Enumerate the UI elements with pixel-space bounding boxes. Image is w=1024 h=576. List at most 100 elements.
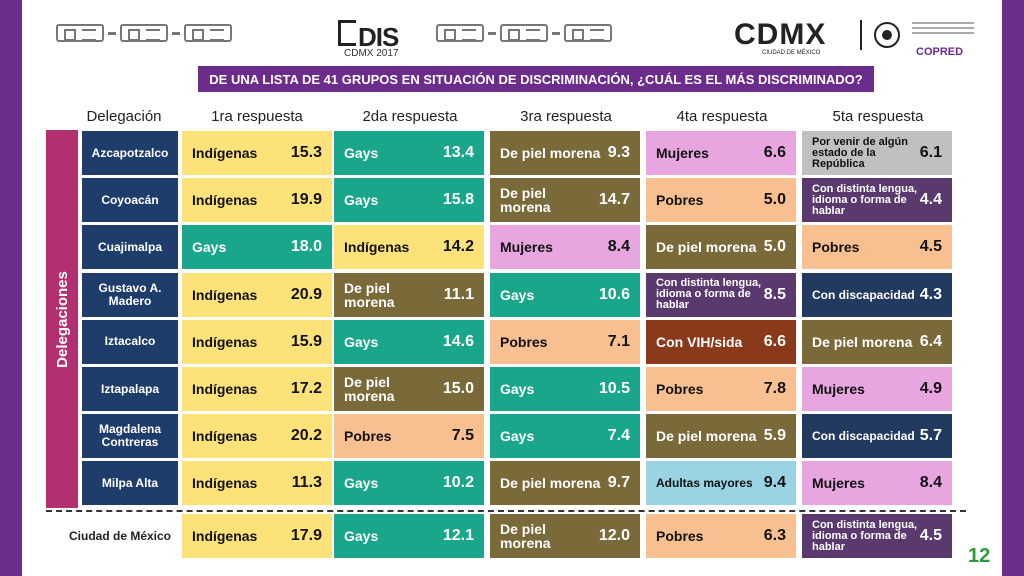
group-label: Gays <box>192 239 227 256</box>
group-label: Mujeres <box>656 145 709 161</box>
response-cell: De piel morena 12.0 <box>490 514 640 558</box>
delegacion-name: Iztacalco <box>82 319 178 364</box>
response-cell: De piel morena 9.7 <box>490 461 640 506</box>
response-cell: De piel morena 5.0 <box>646 225 796 270</box>
group-label: Con distinta lengua, idioma o forma de h… <box>656 277 762 312</box>
delegacion-name: Milpa Alta <box>82 461 178 506</box>
group-label: Indígenas <box>192 192 258 209</box>
response-cell: Mujeres 8.4 <box>802 461 952 506</box>
group-label: Con distinta lengua, idioma o forma de h… <box>812 518 918 553</box>
delegacion-name: Cuajimalpa <box>82 225 178 270</box>
page-number: 12 <box>968 545 991 567</box>
group-label: Mujeres <box>500 239 553 256</box>
group-label: Gays <box>500 381 535 397</box>
group-label: Gays <box>344 333 379 350</box>
response-cell: De piel morena 5.9 <box>646 414 796 459</box>
group-label: Pobres <box>656 528 704 544</box>
percentage-value: 11.1 <box>443 285 474 303</box>
group-label: Con VIH/sida <box>656 333 743 350</box>
group-label: Indígenas <box>192 333 258 350</box>
percentage-value: 12.1 <box>442 527 474 544</box>
copred-logo: COPRED <box>916 46 964 58</box>
group-label: De piel morena <box>656 428 757 445</box>
response-cell: Mujeres 8.4 <box>490 225 640 270</box>
percentage-value: 19.9 <box>290 191 322 209</box>
percentage-value: 6.3 <box>763 527 786 544</box>
response-cell: Gays 10.6 <box>490 272 640 317</box>
percentage-value: 7.4 <box>607 427 630 445</box>
percentage-value: 20.2 <box>290 427 322 445</box>
group-label: Gays <box>344 528 379 544</box>
response-cell: Indígenas 15.3 <box>182 131 332 175</box>
group-label: De piel morena <box>500 521 551 551</box>
percentage-value: 7.5 <box>451 427 474 445</box>
response-cell: Indígenas 20.9 <box>182 272 332 317</box>
cdmx-subtitle: CIUDAD DE MÉXICO <box>762 50 821 56</box>
percentage-value: 8.4 <box>919 474 942 492</box>
group-label: Pobres <box>656 192 704 209</box>
dis-logo: DIS CDMX 2017 <box>338 18 412 59</box>
response-cell: Mujeres 4.9 <box>802 367 952 411</box>
percentage-value: 4.9 <box>919 380 942 397</box>
group-label: Gays <box>500 286 535 303</box>
delegacion-name: Gustavo A. Madero <box>82 272 178 317</box>
response-cell: Indígenas 17.2 <box>182 367 332 411</box>
response-cell: Gays 15.8 <box>334 178 484 223</box>
percentage-value: 14.6 <box>442 332 474 350</box>
group-label: Pobres <box>500 333 548 350</box>
response-cell: Pobres 7.5 <box>334 414 484 459</box>
response-cell: De piel morena 15.0 <box>334 367 484 411</box>
response-cell: Indígenas 19.9 <box>182 178 332 223</box>
delegacion-name: Azcapotzalco <box>82 131 178 175</box>
percentage-value: 8.4 <box>607 238 630 256</box>
percentage-value: 9.3 <box>607 144 630 161</box>
group-label: Indígenas <box>192 428 258 445</box>
response-cell: Con distinta lengua, idioma o forma de h… <box>802 178 952 223</box>
percentage-value: 6.4 <box>919 332 942 350</box>
percentage-value: 11.3 <box>291 474 322 492</box>
response-cell: De piel morena 6.4 <box>802 319 952 364</box>
group-label: Gays <box>344 192 379 209</box>
percentage-value: 15.9 <box>290 332 322 350</box>
group-label: De piel morena <box>500 185 551 216</box>
percentage-value: 4.5 <box>919 527 942 544</box>
response-cell: De piel morena 9.3 <box>490 131 640 175</box>
response-cell: Pobres 4.5 <box>802 225 952 270</box>
table-divider <box>46 510 966 512</box>
group-label: De piel morena <box>500 475 601 492</box>
percentage-value: 15.8 <box>442 191 474 209</box>
column-header: 4ta respuesta <box>676 108 768 125</box>
percentage-value: 10.2 <box>442 474 474 492</box>
group-label: Pobres <box>344 428 392 445</box>
percentage-value: 5.7 <box>919 427 942 445</box>
group-label: De piel morena <box>812 333 913 350</box>
group-label: Indígenas <box>192 286 258 303</box>
percentage-value: 7.8 <box>763 380 786 397</box>
response-cell: Adultas mayores 9.4 <box>646 461 796 506</box>
delegacion-name: Ciudad de México <box>68 528 172 543</box>
column-header: 3ra respuesta <box>520 108 612 125</box>
percentage-value: 20.9 <box>290 285 322 303</box>
column-header: 1ra respuesta <box>211 108 303 125</box>
response-cell: De piel morena 14.7 <box>490 178 640 223</box>
group-label: Indígenas <box>192 528 258 544</box>
response-cell: Gays 10.5 <box>490 367 640 411</box>
delegacion-name: Coyoacán <box>82 178 178 223</box>
percentage-value: 12.0 <box>598 527 630 544</box>
response-cell: Indígenas 17.9 <box>182 514 332 558</box>
percentage-value: 5.0 <box>763 238 786 256</box>
column-header: 5ta respuesta <box>832 108 924 125</box>
group-label: Gays <box>344 475 379 492</box>
percentage-value: 15.3 <box>290 144 322 161</box>
question-banner: DE UNA LISTA DE 41 GRUPOS EN SITUACIÓN D… <box>198 66 874 92</box>
group-label: De piel morena <box>344 374 395 404</box>
percentage-value: 6.6 <box>763 332 786 350</box>
right-purple-bar <box>1002 0 1024 576</box>
percentage-value: 6.6 <box>763 144 786 161</box>
response-cell: Con distinta lengua, idioma o forma de h… <box>646 272 796 317</box>
response-cell: Con discapacidad 5.7 <box>802 414 952 459</box>
group-label: Gays <box>344 145 379 161</box>
response-cell: Gays 13.4 <box>334 131 484 175</box>
decorative-pattern-right <box>436 22 612 44</box>
percentage-value: 10.5 <box>598 380 630 397</box>
